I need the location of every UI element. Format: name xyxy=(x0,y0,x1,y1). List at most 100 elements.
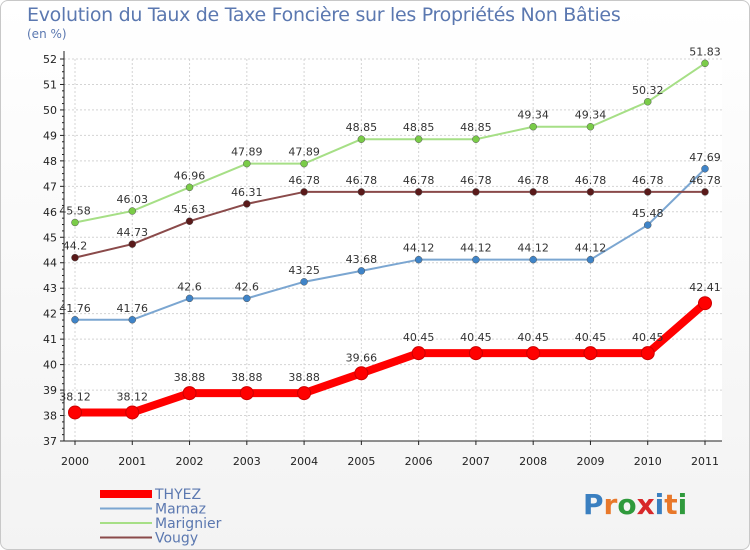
x-tick-label: 2006 xyxy=(405,455,433,468)
data-point xyxy=(357,135,366,143)
y-tick-label: 52 xyxy=(43,53,57,66)
y-tick-label: 48 xyxy=(43,155,57,168)
data-point xyxy=(529,255,537,264)
data-label: 40.45 xyxy=(632,331,664,344)
data-point xyxy=(357,267,366,275)
legend-label: Marignier xyxy=(155,516,222,532)
logo-letter: o xyxy=(617,488,637,521)
data-label: 47.89 xyxy=(231,146,263,159)
data-label: 46.78 xyxy=(288,174,320,187)
data-label: 42.6 xyxy=(235,280,260,293)
data-label: 40.45 xyxy=(517,331,549,344)
data-point xyxy=(701,188,709,196)
legend-label: Marnaz xyxy=(155,502,206,518)
data-point xyxy=(698,296,712,311)
data-point xyxy=(586,122,595,131)
data-point xyxy=(300,159,308,168)
data-label: 46.78 xyxy=(346,174,378,187)
chart-title: Evolution du Taux de Taxe Foncière sur l… xyxy=(27,4,621,26)
data-label: 44.12 xyxy=(403,242,435,255)
data-label: 46.96 xyxy=(174,169,206,182)
y-tick-label: 50 xyxy=(43,104,57,117)
y-tick-label: 51 xyxy=(43,78,57,91)
y-tick-label: 43 xyxy=(43,282,57,295)
data-label: 49.34 xyxy=(517,109,549,122)
data-point xyxy=(472,188,480,196)
data-label: 38.88 xyxy=(231,371,263,384)
unit-label: (en %) xyxy=(27,27,67,41)
data-label: 45.58 xyxy=(59,204,91,217)
data-point xyxy=(529,122,537,131)
data-label: 40.45 xyxy=(403,331,435,344)
data-point xyxy=(701,59,709,68)
y-tick-label: 41 xyxy=(43,333,57,346)
data-point xyxy=(239,386,254,401)
proxiti-logo: Proxiti xyxy=(583,488,687,521)
logo-letter: x xyxy=(636,488,655,521)
data-point xyxy=(529,188,537,196)
data-label: 44.12 xyxy=(517,242,549,255)
y-tick-label: 40 xyxy=(43,359,57,372)
y-tick-label: 44 xyxy=(43,257,57,270)
data-point xyxy=(354,366,369,381)
data-label: 38.88 xyxy=(174,371,206,384)
data-point xyxy=(411,346,426,361)
data-point xyxy=(472,255,480,264)
data-label: 47.69 xyxy=(689,151,721,164)
data-point xyxy=(185,183,194,192)
data-point xyxy=(243,159,251,168)
x-tick-label: 2007 xyxy=(462,455,490,468)
data-point xyxy=(128,316,137,324)
data-point xyxy=(586,255,595,264)
logo-letter: i xyxy=(654,488,665,521)
y-tick-label: 39 xyxy=(43,384,57,397)
data-point xyxy=(472,135,480,143)
series-line xyxy=(75,300,708,417)
y-tick-label: 47 xyxy=(43,180,57,193)
data-point xyxy=(243,294,251,303)
data-point xyxy=(71,316,79,324)
data-point xyxy=(586,188,595,196)
data-point xyxy=(468,346,483,361)
data-label: 46.78 xyxy=(632,174,664,187)
data-label: 43.25 xyxy=(288,264,320,277)
y-tick-label: 46 xyxy=(43,206,57,219)
data-label: 44.73 xyxy=(117,226,149,239)
x-tick-label: 2004 xyxy=(290,455,318,468)
series-line xyxy=(74,190,705,259)
data-point xyxy=(526,346,541,361)
x-tick-label: 2009 xyxy=(576,455,604,468)
data-label: 51.83 xyxy=(689,45,721,58)
y-tick-label: 45 xyxy=(43,231,57,244)
data-label: 48.85 xyxy=(346,121,378,134)
x-tick-label: 2010 xyxy=(634,455,662,468)
data-point xyxy=(643,221,652,229)
data-point xyxy=(414,135,423,143)
data-label: 48.85 xyxy=(460,121,492,134)
data-label: 46.31 xyxy=(231,186,263,199)
y-tick-label: 37 xyxy=(43,435,57,448)
x-tick-label: 2000 xyxy=(61,455,89,468)
data-point xyxy=(185,294,194,303)
data-point xyxy=(300,188,308,196)
data-label: 42.41 xyxy=(689,281,721,294)
data-point xyxy=(297,386,312,401)
x-tick-label: 2003 xyxy=(233,455,261,468)
x-tick-label: 2011 xyxy=(691,455,719,468)
data-label: 46.78 xyxy=(575,174,607,187)
data-point xyxy=(357,188,366,196)
x-tick-label: 2001 xyxy=(118,455,146,468)
data-point xyxy=(414,188,423,196)
data-point xyxy=(583,346,598,361)
data-label: 44.12 xyxy=(575,242,607,255)
legend-label: Vougy xyxy=(155,531,198,547)
data-point xyxy=(701,165,709,173)
logo-letter: i xyxy=(677,488,688,521)
data-label: 42.6 xyxy=(177,280,202,293)
data-point xyxy=(182,386,197,401)
data-point xyxy=(71,253,79,262)
data-label: 48.85 xyxy=(403,121,435,134)
data-label: 46.78 xyxy=(403,174,435,187)
data-label: 41.76 xyxy=(117,302,149,315)
